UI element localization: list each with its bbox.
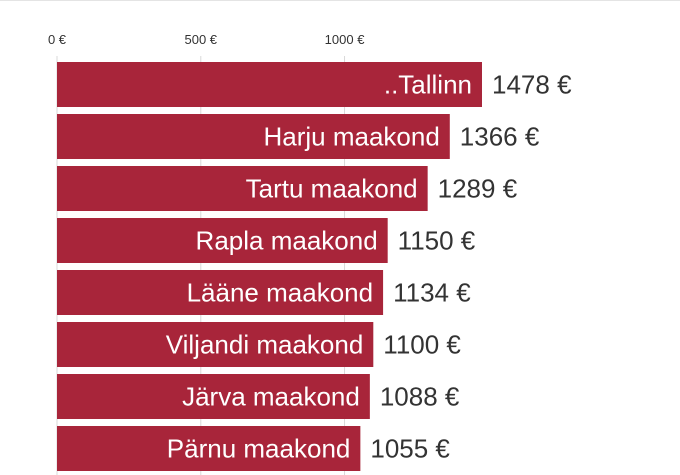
value-label: 1088 € — [380, 382, 460, 412]
bar — [57, 426, 361, 471]
x-tick-label: 1000 € — [325, 32, 366, 47]
category-label: Pärnu maakond — [167, 434, 351, 464]
x-tick-label: 0 € — [48, 32, 67, 47]
category-label: Lääne maakond — [187, 278, 373, 308]
category-label: Harju maakond — [263, 122, 439, 152]
category-label: Tartu maakond — [246, 174, 418, 204]
value-label: 1150 € — [398, 226, 476, 256]
bar — [57, 322, 374, 367]
bar — [57, 218, 388, 263]
category-label: Viljandi maakond — [166, 330, 364, 360]
bar — [57, 62, 482, 107]
category-label: Rapla maakond — [196, 226, 378, 256]
bar — [57, 114, 450, 159]
category-label: ..Tallinn — [384, 70, 472, 100]
value-label: 1366 € — [460, 122, 540, 152]
bar — [57, 166, 428, 211]
x-tick-label: 500 € — [185, 32, 218, 47]
value-label: 1289 € — [438, 174, 518, 204]
value-label: 1478 € — [492, 70, 572, 100]
value-label: 1100 € — [383, 330, 461, 360]
bar — [57, 374, 370, 419]
category-label: Järva maakond — [182, 382, 360, 412]
value-label: 1134 € — [393, 278, 471, 308]
bars: ..Tallinn 1478 € Harju maakond 1366 € Tartu … — [57, 62, 572, 471]
bar — [57, 270, 384, 315]
top-divider — [0, 0, 680, 1]
x-axis-ticks: 0 € 500 € 1000 € — [48, 32, 365, 47]
value-label: 1055 € — [370, 434, 450, 464]
